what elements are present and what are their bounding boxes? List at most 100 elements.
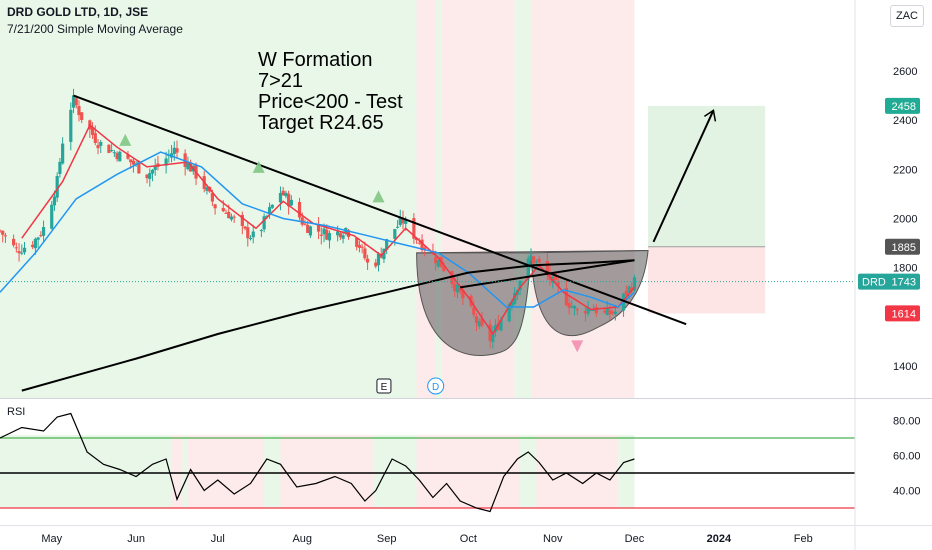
price-tag-box <box>885 97 920 114</box>
price-tags: 2458 1885 1614 1743 DRD <box>0 97 920 322</box>
earnings-marker-label: E <box>381 382 388 393</box>
candle-body <box>153 166 157 170</box>
time-tick-label: Aug <box>292 533 312 545</box>
candle-body <box>115 153 119 160</box>
moving-average-lines <box>0 123 635 392</box>
candle-body <box>496 323 500 330</box>
candle-body <box>393 229 397 239</box>
buy-signal-triangle <box>252 160 265 173</box>
candle-body <box>1 230 5 235</box>
candle-body <box>14 247 18 249</box>
candle-body <box>624 290 628 296</box>
candle-body <box>148 173 152 179</box>
candle-body <box>281 190 285 196</box>
time-tick-label: May <box>41 533 62 545</box>
candle-body <box>420 239 424 251</box>
candle-body <box>564 288 568 306</box>
candle-body <box>137 161 141 174</box>
candle-body <box>336 231 340 236</box>
candle-body <box>363 248 367 259</box>
candle-body <box>213 204 217 209</box>
target-zone <box>648 105 766 247</box>
candle-body <box>107 144 111 153</box>
candle-body <box>472 307 476 315</box>
buy-signal-triangle <box>119 133 132 146</box>
candle-body <box>69 109 73 142</box>
candle-body <box>278 192 283 203</box>
long-position-tool[interactable] <box>648 105 766 314</box>
candle-body <box>229 216 234 220</box>
candle-body <box>248 237 253 240</box>
time-tick-label: Nov <box>543 533 563 545</box>
candle-body <box>306 224 310 234</box>
candle-body <box>442 266 446 272</box>
candle-body <box>52 196 57 206</box>
candle-body <box>586 307 590 314</box>
candle-body <box>529 256 533 261</box>
candle-body <box>436 259 440 267</box>
downtrend-line <box>73 94 687 326</box>
rsi-zone-bear <box>187 435 265 508</box>
rsi-zone-bull <box>0 435 172 508</box>
candle-body <box>308 226 313 236</box>
candle-body <box>118 151 122 162</box>
sma-21-line <box>0 151 635 308</box>
annotation-line-3: Price<200 - Test <box>258 91 403 113</box>
candle-body <box>31 244 35 248</box>
candle-body <box>12 238 16 246</box>
trend-zones <box>0 0 635 398</box>
candle-body <box>567 302 571 308</box>
symbol-title: DRD GOLD LTD, 1D, JSE <box>7 5 149 19</box>
candle-body <box>450 271 454 284</box>
candle-body <box>630 287 634 292</box>
candle-body <box>526 258 530 279</box>
price-tag-value: 2458 <box>892 101 916 113</box>
candle-body <box>417 242 421 244</box>
candle-body <box>289 199 293 206</box>
price-tag-value: 1743 <box>892 277 916 289</box>
rsi-line <box>0 412 635 513</box>
candle-body <box>491 333 495 343</box>
candle-body <box>338 233 342 238</box>
price-tag-value: 1614 <box>892 308 916 320</box>
candle-body <box>80 112 84 120</box>
candle-body <box>355 237 359 247</box>
candle-body <box>513 292 517 304</box>
earnings-marker <box>376 378 392 394</box>
candle-body <box>164 158 168 166</box>
price-tick-label: 2000 <box>893 214 917 226</box>
candle-body <box>412 218 416 239</box>
currency-button[interactable]: ZAC <box>890 5 924 27</box>
candle-body <box>401 218 405 224</box>
candle-body <box>297 201 302 218</box>
rsi-tick-label: 40.00 <box>893 486 921 498</box>
candle-body <box>404 219 408 224</box>
candle-body <box>365 258 370 263</box>
candle-body <box>488 324 492 341</box>
rsi-trend-zones <box>0 435 635 508</box>
neckline-line <box>460 259 635 289</box>
candle-body <box>319 234 323 236</box>
candle-body <box>126 154 130 159</box>
candle-body <box>284 192 288 197</box>
time-tick-label: Jul <box>211 533 225 545</box>
rsi-panel <box>0 412 855 513</box>
price-tag-symbol: DRD <box>862 277 886 289</box>
candle-body <box>74 98 78 106</box>
candle-body <box>458 287 462 292</box>
candle-body <box>232 216 236 218</box>
candle-body <box>110 150 114 152</box>
candle-body <box>474 316 479 324</box>
candle-body <box>50 204 54 229</box>
dividend-marker <box>427 377 445 395</box>
annotation-line-4: Target R24.65 <box>258 112 384 134</box>
trendlines[interactable] <box>73 94 717 326</box>
rsi-zone-bear <box>171 435 183 508</box>
time-tick-label: Feb <box>794 533 813 545</box>
candle-body <box>186 162 190 170</box>
annotation-line-2: 7>21 <box>258 70 304 92</box>
candle-body <box>583 311 588 314</box>
